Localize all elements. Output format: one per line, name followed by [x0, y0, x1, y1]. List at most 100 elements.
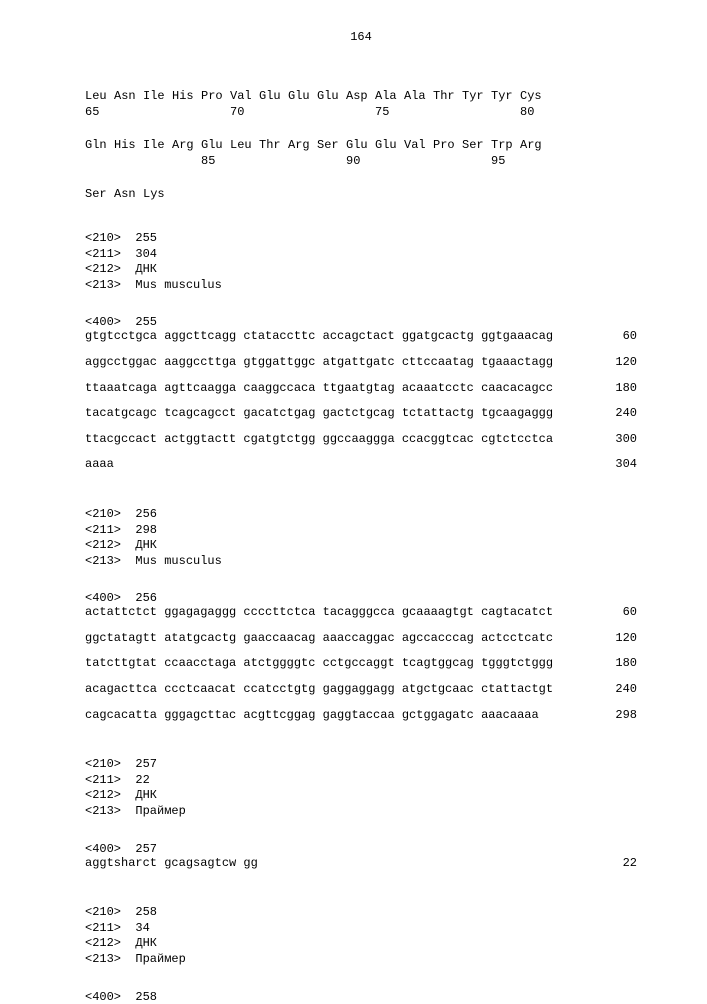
- seq-row: aaaa 304: [85, 457, 637, 473]
- aa-num: [85, 154, 114, 170]
- seq-pos: 298: [607, 708, 637, 724]
- page-number: 164: [85, 30, 637, 44]
- aa-num: [520, 154, 549, 170]
- seq-pos: 120: [607, 631, 637, 647]
- aa: Pro: [201, 89, 230, 105]
- aa: Ile: [143, 138, 172, 154]
- aa: Tyr: [491, 89, 520, 105]
- aa-num: [317, 154, 346, 170]
- seq-header-line: <213> Mus musculus: [85, 554, 637, 570]
- seq-header-line: <212> ДНК: [85, 262, 637, 278]
- aa-num: [143, 105, 172, 121]
- aa: Thr: [259, 138, 288, 154]
- aa-num: 85: [201, 154, 230, 170]
- aa-num-row-2: 85 90 95: [85, 154, 637, 170]
- seq-text: aaaa: [85, 457, 114, 473]
- seq-pos: 120: [607, 355, 637, 371]
- aa-num: 75: [375, 105, 404, 121]
- aa: Asn: [114, 89, 143, 105]
- seq-text: actattctct ggagagaggg ccccttctca tacaggg…: [85, 605, 553, 621]
- aa: Arg: [520, 138, 549, 154]
- seq-subheader: <400> 257: [85, 842, 637, 856]
- aa-row-1: Leu Asn Ile His Pro Val Glu Glu Glu Asp …: [85, 89, 637, 105]
- aa: Glu: [346, 138, 375, 154]
- seq-row: tacatgcagc tcagcagcct gacatctgag gactctg…: [85, 406, 637, 422]
- seq-header-line: <211> 304: [85, 247, 637, 263]
- aa-num: [433, 154, 462, 170]
- seq-text: gtgtcctgca aggcttcagg ctataccttc accagct…: [85, 329, 553, 345]
- seq-header-line: <210> 256: [85, 507, 637, 523]
- aa: Glu: [375, 138, 404, 154]
- aa-num: 80: [520, 105, 549, 121]
- aa: Ile: [143, 89, 172, 105]
- aa-num: [404, 105, 433, 121]
- seq-pos: 240: [607, 406, 637, 422]
- seq-pos: 300: [607, 432, 637, 448]
- seq-header-line: <213> Праймер: [85, 804, 637, 820]
- aa-num: [201, 105, 230, 121]
- aa-num: [462, 154, 491, 170]
- aa-num: [259, 105, 288, 121]
- aa: His: [114, 138, 143, 154]
- seq-header-line: <212> ДНК: [85, 788, 637, 804]
- seq-header-block: <210> 257 <211> 22 <212> ДНК <213> Прайм…: [85, 757, 637, 819]
- seq-subheader: <400> 255: [85, 315, 637, 329]
- aa-num: [346, 105, 375, 121]
- aa: Ala: [375, 89, 404, 105]
- aa: Glu: [317, 89, 346, 105]
- seq-pos: 240: [607, 682, 637, 698]
- aa: Lys: [143, 187, 172, 203]
- seq-text: ggctatagtt atatgcactg gaaccaacag aaaccag…: [85, 631, 553, 647]
- seq-text: ttacgccact actggtactt cgatgtctgg ggccaag…: [85, 432, 553, 448]
- aa-num: [404, 154, 433, 170]
- aa-num: [491, 105, 520, 121]
- seq-pos: 180: [607, 381, 637, 397]
- seq-row: ggctatagtt atatgcactg gaaccaacag aaaccag…: [85, 631, 637, 647]
- seq-header-line: <212> ДНК: [85, 538, 637, 554]
- seq-pos: 60: [607, 329, 637, 345]
- seq-text: cagcacatta gggagcttac acgttcggag gaggtac…: [85, 708, 539, 724]
- aa: Val: [404, 138, 433, 154]
- seq-row: gtgtcctgca aggcttcagg ctataccttc accagct…: [85, 329, 637, 345]
- seq-text: aggcctggac aaggccttga gtggattggc atgattg…: [85, 355, 553, 371]
- aa-num: 95: [491, 154, 520, 170]
- aa: Arg: [172, 138, 201, 154]
- seq-text: acagacttca ccctcaacat ccatcctgtg gaggagg…: [85, 682, 553, 698]
- aa: Ser: [462, 138, 491, 154]
- aa: Glu: [259, 89, 288, 105]
- seq-row: aggtsharct gcagsagtcw gg22: [85, 856, 637, 872]
- aa-num: 65: [85, 105, 114, 121]
- aa-num: [288, 154, 317, 170]
- aa: Trp: [491, 138, 520, 154]
- seq-header-block: <210> 255 <211> 304 <212> ДНК <213> Mus …: [85, 231, 637, 293]
- seq-header-line: <210> 258: [85, 905, 637, 921]
- aa: Glu: [288, 89, 317, 105]
- seq-row: acagacttca ccctcaacat ccatcctgtg gaggagg…: [85, 682, 637, 698]
- seq-header-line: <211> 34: [85, 921, 637, 937]
- aa-num: [114, 105, 143, 121]
- aa-num: [230, 154, 259, 170]
- seq-text: tacatgcagc tcagcagcct gacatctgag gactctg…: [85, 406, 553, 422]
- seq-header-block: <210> 256 <211> 298 <212> ДНК <213> Mus …: [85, 507, 637, 569]
- aa-num: [259, 154, 288, 170]
- seq-row: actattctct ggagagaggg ccccttctca tacaggg…: [85, 605, 637, 621]
- seq-pos: 180: [607, 656, 637, 672]
- aa: Val: [230, 89, 259, 105]
- aa: Ser: [85, 187, 114, 203]
- seq-header-line: <210> 255: [85, 231, 637, 247]
- seq-pos: 22: [607, 856, 637, 872]
- aa: Pro: [433, 138, 462, 154]
- seq-text: tatcttgtat ccaacctaga atctggggtc cctgcca…: [85, 656, 553, 672]
- seq-header-block: <210> 258 <211> 34 <212> ДНК <213> Прайм…: [85, 905, 637, 967]
- aa-num: [462, 105, 491, 121]
- seq-pos: 304: [607, 457, 637, 473]
- aa: Ser: [317, 138, 346, 154]
- seq-row: aggcctggac aaggccttga gtggattggc atgattg…: [85, 355, 637, 371]
- aa: Tyr: [462, 89, 491, 105]
- seq-header-line: <210> 257: [85, 757, 637, 773]
- aa: Asn: [114, 187, 143, 203]
- seq-row: cagcacatta gggagcttac acgttcggag gaggtac…: [85, 708, 637, 724]
- aa-row-3: Ser Asn Lys: [85, 187, 637, 203]
- aa: Leu: [230, 138, 259, 154]
- seq-header-line: <213> Mus musculus: [85, 278, 637, 294]
